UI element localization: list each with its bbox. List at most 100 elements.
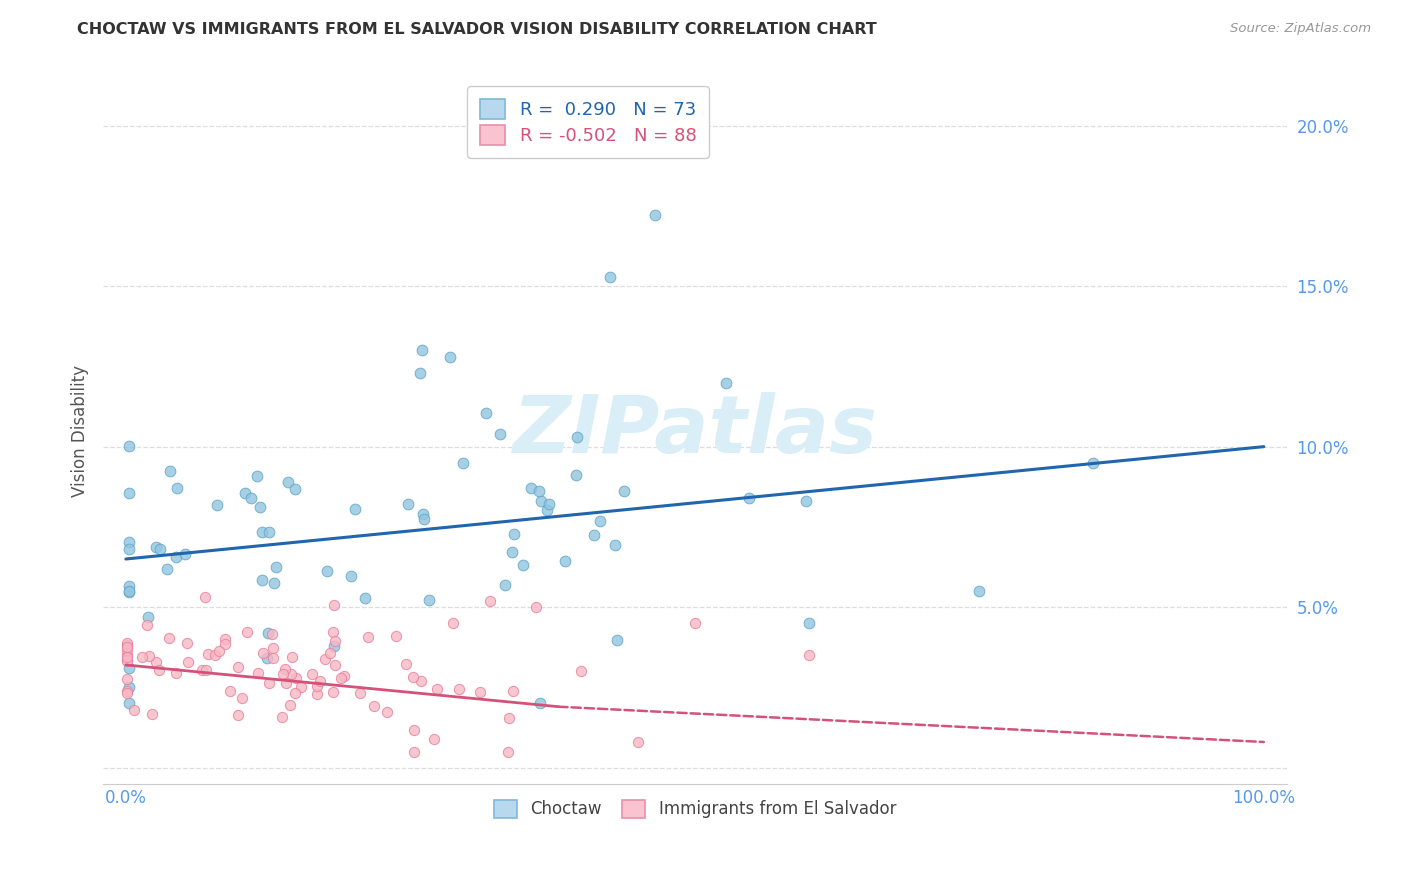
- Point: [412, 507, 434, 521]
- Point: [333, 669, 356, 683]
- Point: [613, 483, 636, 498]
- Point: [239, 491, 262, 505]
- Point: [159, 464, 181, 478]
- Point: [131, 650, 153, 665]
- Point: [797, 648, 820, 663]
- Point: [165, 549, 187, 564]
- Point: [714, 376, 737, 390]
- Text: CHOCTAW VS IMMIGRANTS FROM EL SALVADOR VISION DISABILITY CORRELATION CHART: CHOCTAW VS IMMIGRANTS FROM EL SALVADOR V…: [77, 22, 877, 37]
- Point: [280, 667, 302, 681]
- Point: [498, 745, 520, 759]
- Point: [118, 439, 141, 453]
- Point: [236, 625, 259, 640]
- Point: [474, 406, 496, 420]
- Point: [603, 538, 626, 552]
- Point: [489, 427, 512, 442]
- Point: [262, 651, 284, 665]
- Point: [524, 600, 547, 615]
- Point: [323, 657, 346, 672]
- Point: [468, 685, 491, 699]
- Point: [314, 651, 336, 665]
- Point: [402, 670, 425, 684]
- Point: [738, 491, 761, 506]
- Point: [309, 673, 332, 688]
- Point: [284, 482, 307, 496]
- Point: [503, 527, 526, 541]
- Point: [115, 653, 138, 667]
- Point: [284, 686, 307, 700]
- Point: [439, 350, 461, 364]
- Point: [273, 663, 295, 677]
- Point: [402, 745, 425, 759]
- Point: [176, 636, 198, 650]
- Point: [115, 636, 138, 650]
- Point: [246, 469, 269, 483]
- Point: [589, 514, 612, 528]
- Point: [395, 657, 418, 671]
- Point: [118, 661, 141, 675]
- Point: [190, 663, 212, 677]
- Point: [135, 617, 157, 632]
- Point: [250, 524, 273, 539]
- Point: [494, 578, 516, 592]
- Point: [118, 541, 141, 556]
- Point: [115, 686, 138, 700]
- Point: [246, 665, 269, 680]
- Point: [322, 639, 344, 653]
- Point: [377, 706, 399, 720]
- Point: [136, 609, 159, 624]
- Point: [797, 616, 820, 631]
- Point: [257, 675, 280, 690]
- Point: [569, 665, 592, 679]
- Point: [252, 646, 274, 660]
- Point: [502, 684, 524, 698]
- Point: [412, 512, 434, 526]
- Point: [115, 642, 138, 657]
- Point: [285, 671, 308, 685]
- Point: [226, 708, 249, 723]
- Point: [165, 665, 187, 680]
- Point: [115, 649, 138, 664]
- Point: [149, 541, 172, 556]
- Point: [409, 366, 432, 380]
- Point: [323, 598, 346, 612]
- Point: [582, 528, 605, 542]
- Point: [290, 680, 312, 694]
- Text: Source: ZipAtlas.com: Source: ZipAtlas.com: [1230, 22, 1371, 36]
- Point: [197, 647, 219, 661]
- Legend: Choctaw, Immigrants from El Salvador: Choctaw, Immigrants from El Salvador: [486, 793, 903, 825]
- Point: [145, 656, 167, 670]
- Point: [233, 485, 256, 500]
- Point: [349, 686, 371, 700]
- Point: [527, 484, 550, 499]
- Point: [141, 706, 163, 721]
- Point: [329, 672, 352, 686]
- Point: [249, 500, 271, 515]
- Point: [115, 640, 138, 654]
- Point: [599, 270, 621, 285]
- Point: [205, 499, 228, 513]
- Point: [1081, 456, 1104, 470]
- Point: [447, 682, 470, 697]
- Point: [340, 569, 363, 583]
- Point: [271, 667, 294, 681]
- Point: [193, 590, 215, 604]
- Point: [281, 649, 304, 664]
- Point: [323, 634, 346, 648]
- Point: [402, 723, 425, 738]
- Point: [277, 475, 299, 489]
- Point: [529, 697, 551, 711]
- Point: [262, 640, 284, 655]
- Point: [411, 343, 433, 358]
- Point: [214, 632, 236, 646]
- Point: [145, 540, 167, 554]
- Point: [357, 631, 380, 645]
- Point: [250, 574, 273, 588]
- Point: [194, 664, 217, 678]
- Point: [396, 497, 419, 511]
- Point: [307, 687, 329, 701]
- Point: [118, 681, 141, 695]
- Point: [512, 558, 534, 572]
- Point: [118, 697, 141, 711]
- Point: [606, 633, 628, 648]
